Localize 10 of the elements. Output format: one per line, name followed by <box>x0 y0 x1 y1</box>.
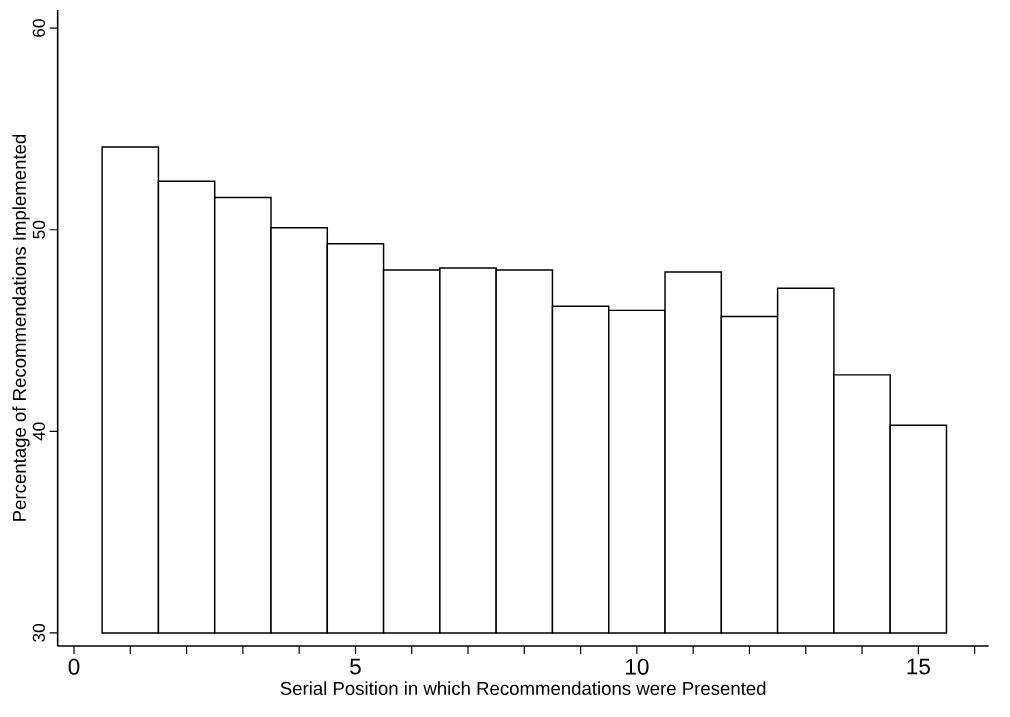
y-tick-label: 60 <box>32 19 45 37</box>
x-axis-title: Serial Position in which Recommendations were Presented <box>280 681 766 696</box>
y-tick-label: 30 <box>32 623 45 642</box>
x-tick-label: 0 <box>68 658 80 675</box>
y-tick-label: 50 <box>32 220 45 239</box>
y-axis-title: Percentage of Recommendations Implemented <box>12 134 30 521</box>
y-tick-label: 40 <box>32 422 45 441</box>
x-tick-label: 10 <box>626 658 649 675</box>
x-tick-label: 15 <box>907 658 930 675</box>
x-tick-label: 5 <box>350 658 361 675</box>
